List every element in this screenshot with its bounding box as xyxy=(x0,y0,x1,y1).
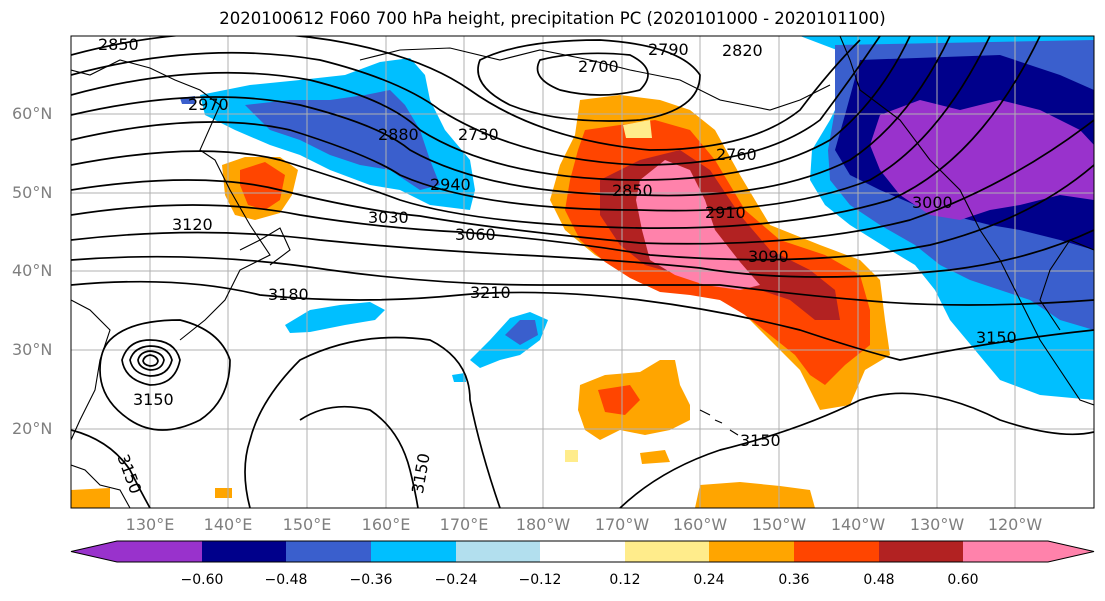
contour-label: 3120 xyxy=(172,215,213,234)
colorbar-tick-label: −0.60 xyxy=(180,572,224,588)
colorbar-swatch xyxy=(709,541,794,562)
contour-label: 2820 xyxy=(722,41,763,60)
colorbar-extend-high xyxy=(1048,541,1094,562)
contour-label: 3090 xyxy=(748,247,789,266)
contour-label: 2790 xyxy=(648,40,689,59)
contour-label: 2910 xyxy=(705,203,746,222)
contour-label: 2850 xyxy=(612,181,653,200)
colorbar-swatch xyxy=(286,541,371,562)
contour-label: 2730 xyxy=(458,125,499,144)
contour-label: 3030 xyxy=(368,208,409,227)
colorbar-swatch xyxy=(371,541,456,562)
contour-label: 2700 xyxy=(578,57,619,76)
lat-label: 60°N xyxy=(12,104,53,123)
lon-label: 160°E xyxy=(361,515,411,534)
contour-label: 2880 xyxy=(378,125,419,144)
colorbar-swatch xyxy=(963,541,1048,562)
lon-label: 140°E xyxy=(203,515,253,534)
lon-label: 180°W xyxy=(515,515,571,534)
lon-label: 130°W xyxy=(909,515,965,534)
contour-label: 3210 xyxy=(470,283,511,302)
colorbar-tick-label: −0.36 xyxy=(349,572,393,588)
colorbar-swatch xyxy=(879,541,963,562)
colorbar-tick-label: 0.60 xyxy=(947,572,979,588)
map-title: 2020100612 F060 700 hPa height, precipit… xyxy=(219,9,886,28)
colorbar-tick-label: 0.48 xyxy=(863,572,895,588)
height-contours xyxy=(71,36,1094,508)
map-frame xyxy=(70,35,1095,509)
lat-label: 40°N xyxy=(12,261,53,280)
colorbar-tick-label: 0.24 xyxy=(693,572,725,588)
lon-label: 160°W xyxy=(672,515,728,534)
colorbar-outline xyxy=(70,540,1095,563)
colorbar-swatch xyxy=(625,541,709,562)
contour-label: 2850 xyxy=(98,35,139,54)
contour-label: 3000 xyxy=(912,193,953,212)
contour-label: 2760 xyxy=(716,145,757,164)
lon-label: 170°E xyxy=(439,515,489,534)
contour-label: 3150 xyxy=(133,390,174,409)
lon-label: 150°E xyxy=(282,515,332,534)
negative-pc-shading-northeast xyxy=(800,36,1094,400)
contour-label: 2940 xyxy=(430,175,471,194)
colorbar-swatch xyxy=(456,541,540,562)
colorbar-swatch xyxy=(540,541,625,562)
colorbar-tick-label: 0.36 xyxy=(778,572,810,588)
lon-label: 170°W xyxy=(594,515,650,534)
lat-label: 50°N xyxy=(12,183,53,202)
contour-label: 3060 xyxy=(455,225,496,244)
colorbar-tick-label: −0.48 xyxy=(264,572,308,588)
map-plot-area: 2850 2790 2820 2700 2970 2880 2730 2760 … xyxy=(71,35,1094,508)
lat-label: 20°N xyxy=(12,419,53,438)
lon-label: 130°E xyxy=(125,515,175,534)
colorbar-tick-label: −0.24 xyxy=(434,572,478,588)
colorbar-swatch xyxy=(794,541,879,562)
contour-label: 3150 xyxy=(976,328,1017,347)
colorbar-tick-label: 0.12 xyxy=(609,572,641,588)
contour-label: 3180 xyxy=(268,285,309,304)
contour-label: 2970 xyxy=(188,95,229,114)
lon-label: 140°W xyxy=(830,515,886,534)
lon-label: 120°W xyxy=(987,515,1043,534)
colorbar-swatch xyxy=(117,541,202,562)
lat-label: 30°N xyxy=(12,340,53,359)
contour-label: 3150 xyxy=(740,431,781,450)
negative-pc-shading-northwest xyxy=(180,58,548,382)
colorbar-extend-low xyxy=(71,541,117,562)
colorbar-swatch xyxy=(202,541,286,562)
lon-label: 150°W xyxy=(751,515,807,534)
colorbar xyxy=(70,540,1095,563)
colorbar-tick-label: −0.12 xyxy=(518,572,562,588)
